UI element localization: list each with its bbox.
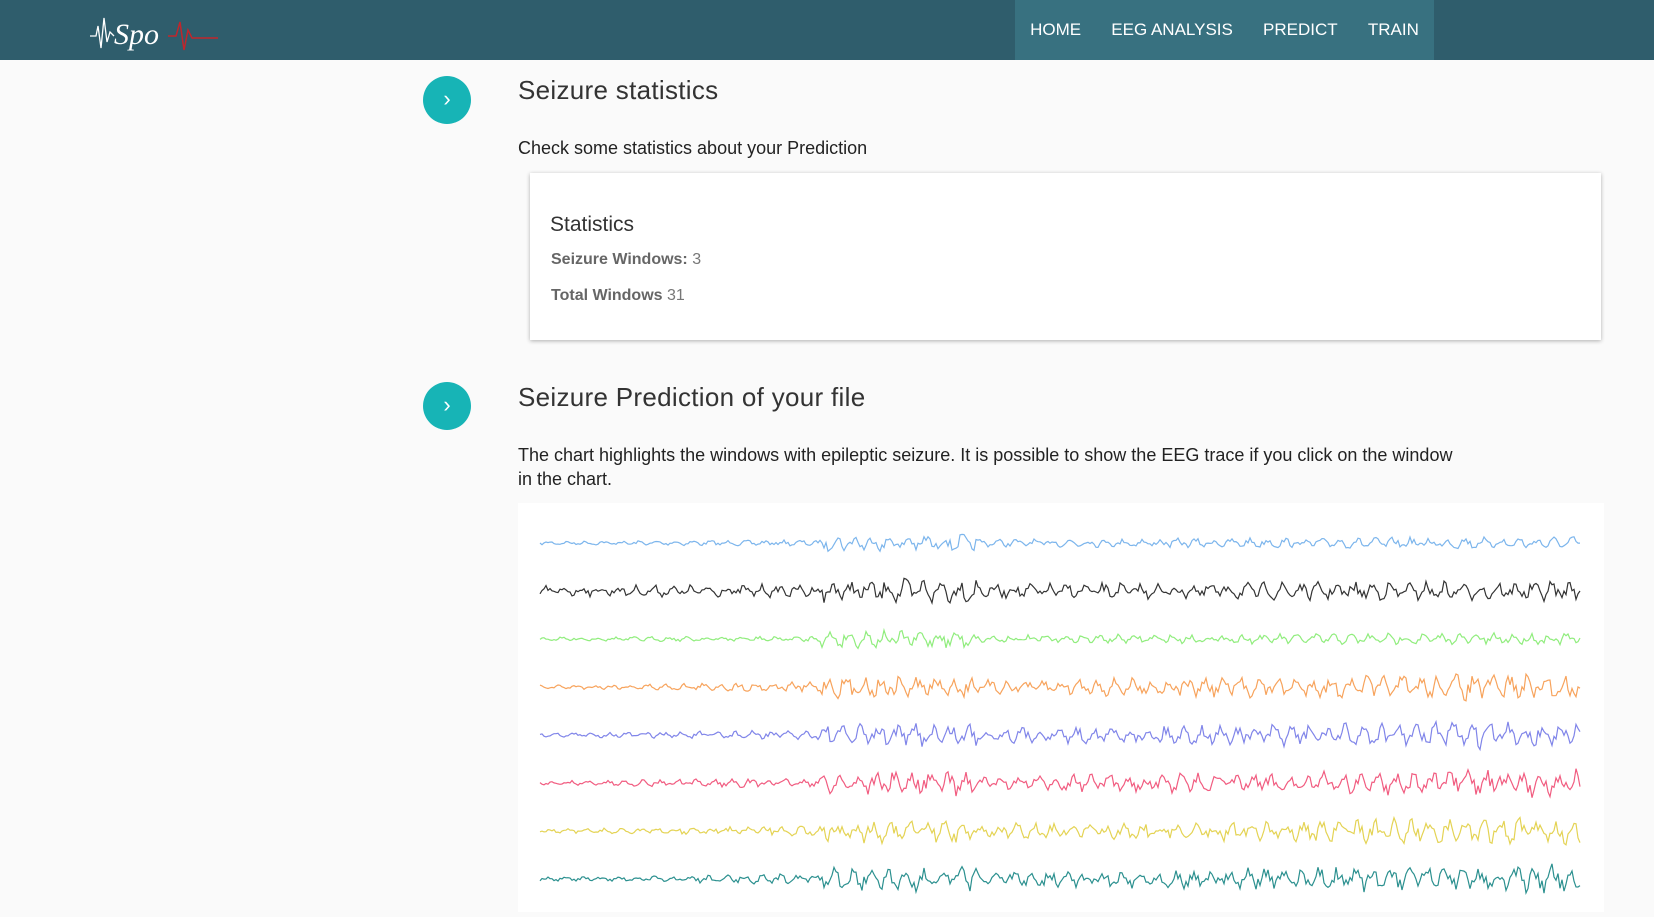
stat-value: 31: [667, 287, 685, 304]
section-title: Seizure statistics: [518, 75, 719, 105]
section-icon: ›: [423, 382, 471, 430]
eeg-trace: [539, 767, 1581, 799]
eeg-chart[interactable]: [518, 503, 1604, 912]
eeg-trace: [539, 815, 1581, 846]
eeg-trace: [539, 863, 1581, 895]
header: Spo HOME EEG ANALYSIS PREDICT TRAIN: [0, 0, 1654, 60]
nav-item[interactable]: TRAIN: [1367, 20, 1419, 39]
eeg-trace: [539, 719, 1581, 752]
nav-item[interactable]: EEG ANALYSIS: [1111, 20, 1233, 39]
eeg-plot: [539, 533, 1581, 895]
nav-item[interactable]: PREDICT: [1263, 20, 1338, 39]
logo-text: Spo: [114, 18, 159, 51]
eeg-trace: [539, 627, 1581, 650]
nav-item[interactable]: HOME: [1030, 20, 1082, 39]
stat-label: Seizure Windows:: [551, 251, 688, 268]
section-description: The chart highlights the windows with ep…: [518, 445, 1453, 489]
eeg-trace: [539, 672, 1581, 702]
eeg-trace: [539, 533, 1580, 553]
section-title: Seizure Prediction of your file: [518, 382, 866, 412]
stats-card: Statistics Seizure Windows: 3 Total Wind…: [530, 173, 1601, 340]
card-title: Statistics: [550, 213, 635, 236]
stat-row: Seizure Windows: 3: [551, 251, 701, 269]
stat-value: 3: [692, 251, 702, 268]
stat-label: Total Windows: [551, 287, 663, 304]
nav: HOME EEG ANALYSIS PREDICT TRAIN: [1015, 0, 1434, 60]
eeg-trace: [539, 577, 1581, 606]
stat-row: Total Windows 31: [551, 287, 685, 305]
section-icon: ›: [423, 76, 471, 124]
logo: Spo: [90, 17, 218, 51]
section-description: Check some statistics about your Predict…: [518, 138, 868, 158]
